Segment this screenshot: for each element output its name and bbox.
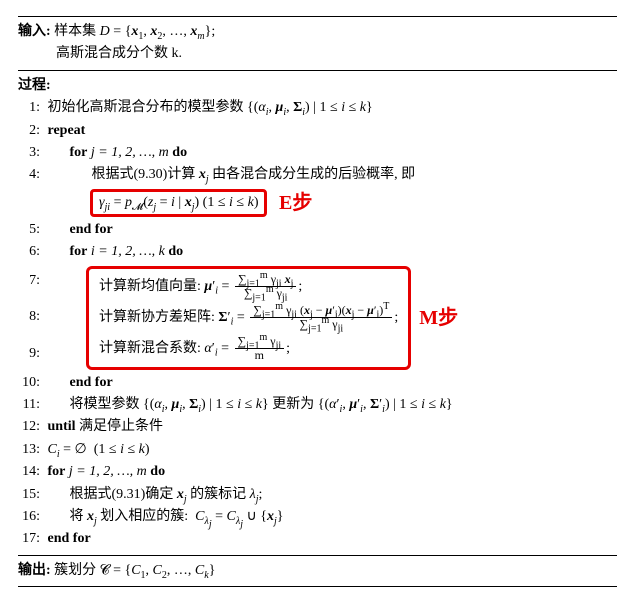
lineno: 8: (18, 306, 40, 328)
algo-line: 16: 将 xj 划入相应的簇: Cλj = Cλj ∪ {xj} (18, 506, 617, 528)
fraction: ∑j=1m γji xj ∑j=1m γji (235, 273, 296, 300)
lineno: 14: (18, 461, 40, 483)
process-label: 过程: (18, 75, 617, 97)
output-label: 输出: (18, 563, 51, 578)
input-line1: 样本集 D = {x1, x2, …, xm}; (54, 24, 215, 39)
lineno: 17: (18, 528, 40, 550)
e-step-box: γji = p𝓜(zj = i | xj) (1 ≤ i ≤ k) (90, 189, 267, 217)
input-label: 输入: (18, 24, 51, 39)
line-text: 初始化高斯混合分布的模型参数 {(αi, μi, Σi) | 1 ≤ i ≤ k… (48, 100, 373, 115)
algo-line: 8: (18, 306, 44, 328)
lineno: 10: (18, 372, 40, 394)
line-text: repeat (48, 123, 86, 138)
input-line2: 高斯混合成分个数 k. (56, 46, 182, 61)
m-step-row: 7: 8: 9: 计算新均值向量: μ′i = ∑j=1m γji xj ∑j=… (18, 264, 617, 372)
line-text: 计算新协方差矩阵: (99, 310, 215, 325)
output-body: 簇划分 𝓒 = {C1, C2, …, Ck} (54, 563, 215, 578)
lineno: 3: (18, 142, 40, 164)
m-step-alpha: 计算新混合系数: α′i = ∑j=1m γji m ; (99, 335, 398, 362)
e-step-label: E步 (279, 192, 312, 214)
algo-line: 15: 根据式(9.31)确定 xj 的簇标记 λj; (18, 484, 617, 506)
line-text: 计算新均值向量: (99, 278, 201, 293)
output-block: 输出: 簇划分 𝓒 = {C1, C2, …, Ck} (18, 560, 617, 582)
line-text: for i = 1, 2, …, k do (70, 244, 184, 259)
line-text: until 满足停止条件 (48, 419, 164, 434)
algo-line: 17: end for (18, 528, 617, 550)
m-step-box: 计算新均值向量: μ′i = ∑j=1m γji xj ∑j=1m γji ; … (86, 266, 411, 370)
algo-line: 9: (18, 343, 44, 365)
lineno: 16: (18, 506, 40, 528)
lineno: 2: (18, 120, 40, 142)
line-text: for j = 1, 2, …, m do (70, 145, 188, 160)
lineno: 1: (18, 97, 40, 119)
bottom-rule (18, 586, 617, 587)
lineno: 9: (18, 343, 40, 365)
algo-line: 13: Ci = ∅ (1 ≤ i ≤ k) (18, 439, 617, 461)
m-step-label: M步 (419, 302, 458, 334)
lineno: 7: (18, 270, 40, 292)
lineno: 12: (18, 416, 40, 438)
algo-line: 14: for j = 1, 2, …, m do (18, 461, 617, 483)
algo-line: 3: for j = 1, 2, …, m do (18, 142, 617, 164)
line-text: 将 xj 划入相应的簇: Cλj = Cλj ∪ {xj} (70, 509, 284, 524)
m-step-mu: 计算新均值向量: μ′i = ∑j=1m γji xj ∑j=1m γji ; (99, 273, 398, 300)
frac-num: ∑j=1m γji (235, 335, 285, 349)
input-block: 输入: 样本集 D = {x1, x2, …, xm}; 高斯混合成分个数 k. (18, 21, 617, 66)
mid-rule-2 (18, 555, 617, 556)
line-text: 根据式(9.30)计算 xj 由各混合成分生成的后验概率, 即 (92, 167, 416, 182)
lineno: 6: (18, 241, 40, 263)
line-text: end for (48, 531, 91, 546)
line-text: for j = 1, 2, …, m do (48, 464, 166, 479)
line-text: 根据式(9.31)确定 xj 的簇标记 λj; (70, 487, 263, 502)
algo-line: 10: end for (18, 372, 617, 394)
algo-line: 12: until 满足停止条件 (18, 416, 617, 438)
top-rule (18, 16, 617, 17)
m-step-sigma: 计算新协方差矩阵: Σ′i = ∑j=1m γji (xj − μ′i)(xj … (99, 304, 398, 331)
line-text: Ci = ∅ (1 ≤ i ≤ k) (48, 442, 150, 457)
mid-rule (18, 70, 617, 71)
algo-line: 6: for i = 1, 2, …, k do (18, 241, 617, 263)
lineno: 15: (18, 484, 40, 506)
algo-line: 7: (18, 270, 44, 292)
algo-line: 11: 将模型参数 {(αi, μi, Σi) | 1 ≤ i ≤ k} 更新为… (18, 394, 617, 416)
line-text: 计算新混合系数: (99, 341, 201, 356)
frac-den: ∑j=1m γji (235, 287, 296, 300)
algo-line: 5: end for (18, 219, 617, 241)
algo-line: 2: repeat (18, 120, 617, 142)
line-text: end for (70, 375, 113, 390)
lineno: 13: (18, 439, 40, 461)
line-text: 将模型参数 {(αi, μi, Σi) | 1 ≤ i ≤ k} 更新为 {(α… (70, 397, 453, 412)
lineno: 4: (18, 164, 40, 186)
e-step-row: γji = p𝓜(zj = i | xj) (1 ≤ i ≤ k) E步 (88, 187, 617, 219)
fraction: ∑j=1m γji (xj − μ′i)(xj − μ′i)T ∑j=1m γj… (250, 304, 392, 331)
lineno: 11: (18, 394, 40, 416)
algo-line: 1: 初始化高斯混合分布的模型参数 {(αi, μi, Σi) | 1 ≤ i … (18, 97, 617, 119)
lineno: 5: (18, 219, 40, 241)
line-text: end for (70, 222, 113, 237)
algo-line: 4: 根据式(9.30)计算 xj 由各混合成分生成的后验概率, 即 (18, 164, 617, 186)
fraction: ∑j=1m γji m (235, 335, 285, 362)
